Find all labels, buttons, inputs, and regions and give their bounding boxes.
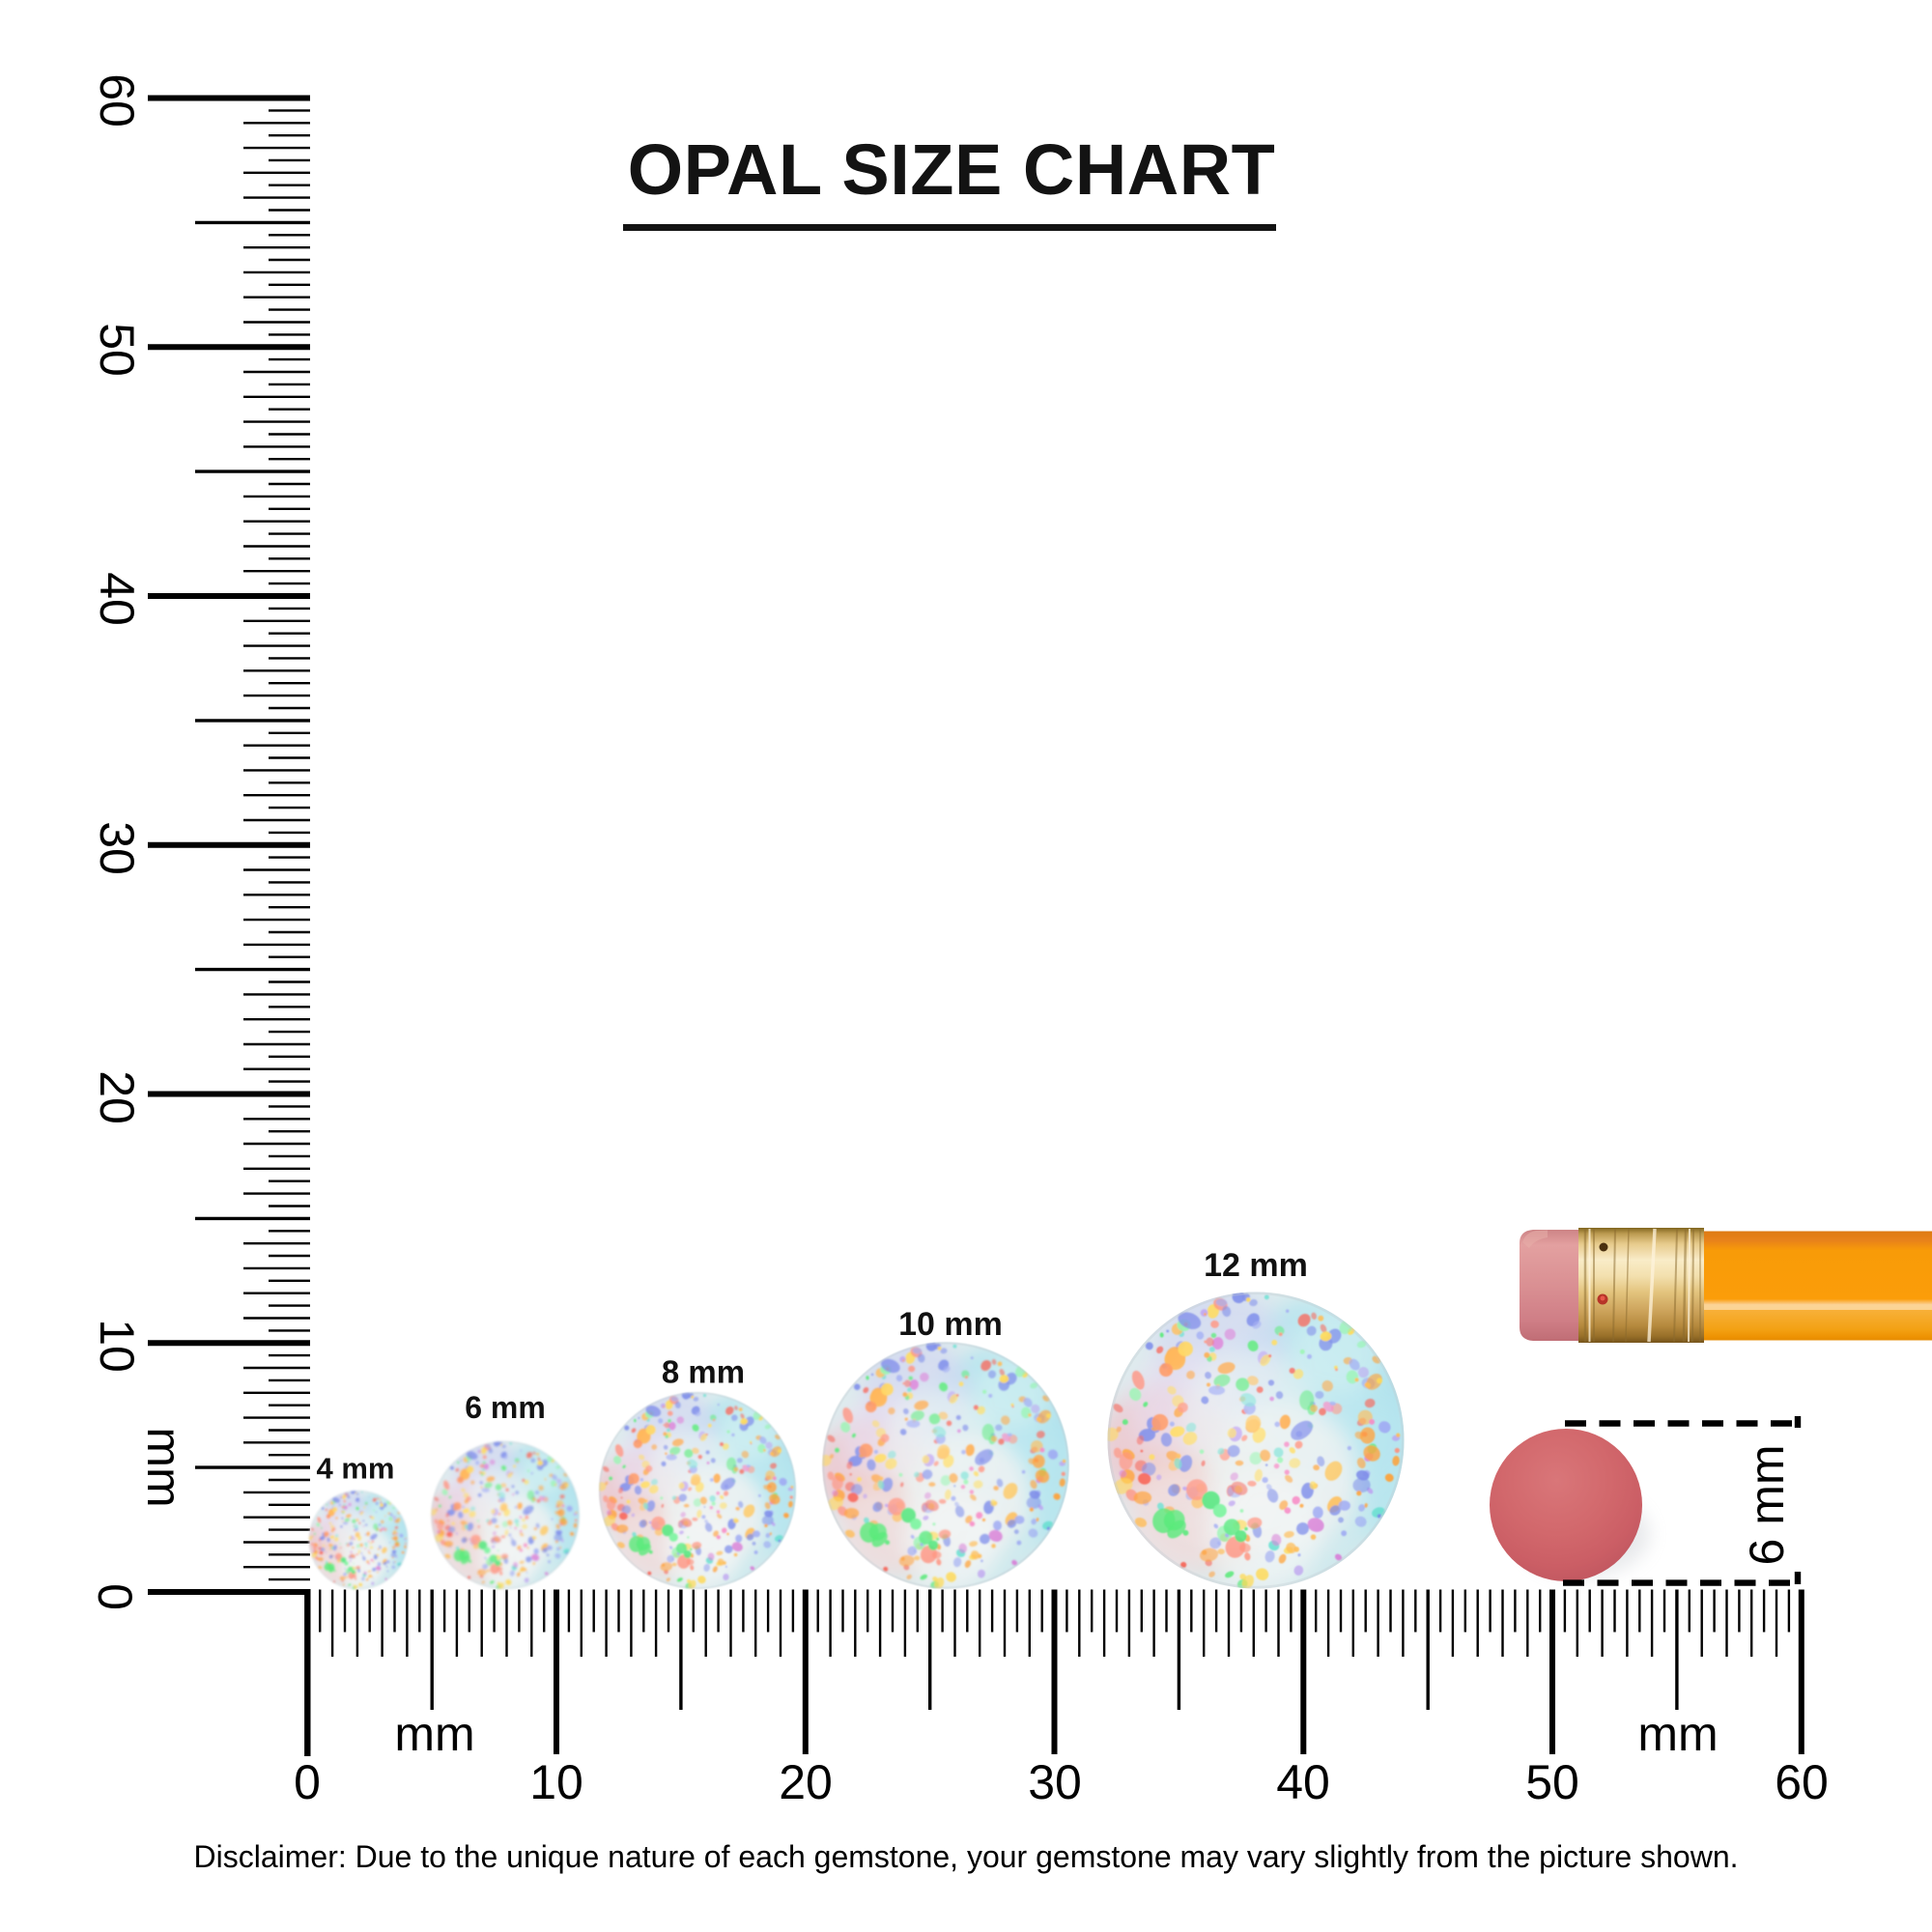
svg-text:mm: mm bbox=[394, 1707, 474, 1761]
svg-text:8 mm: 8 mm bbox=[662, 1354, 745, 1390]
svg-text:10 mm: 10 mm bbox=[898, 1306, 1003, 1343]
svg-text:20: 20 bbox=[779, 1755, 833, 1809]
svg-text:60: 60 bbox=[90, 73, 144, 128]
svg-text:6 mm: 6 mm bbox=[465, 1390, 546, 1425]
svg-text:0: 0 bbox=[88, 1583, 142, 1610]
svg-text:30: 30 bbox=[1028, 1755, 1082, 1809]
svg-text:30: 30 bbox=[90, 821, 144, 875]
svg-text:40: 40 bbox=[1276, 1755, 1330, 1809]
svg-text:12 mm: 12 mm bbox=[1204, 1247, 1308, 1284]
svg-text:6 mm: 6 mm bbox=[1740, 1445, 1794, 1566]
svg-text:20: 20 bbox=[90, 1070, 144, 1124]
svg-text:50: 50 bbox=[1525, 1755, 1579, 1809]
svg-text:mm: mm bbox=[1637, 1707, 1718, 1761]
svg-text:mm: mm bbox=[137, 1427, 191, 1507]
svg-text:60: 60 bbox=[1775, 1755, 1829, 1809]
svg-text:50: 50 bbox=[90, 323, 144, 377]
svg-text:4 mm: 4 mm bbox=[317, 1452, 395, 1486]
svg-text:10: 10 bbox=[529, 1755, 583, 1809]
svg-text:40: 40 bbox=[90, 572, 144, 626]
svg-text:0: 0 bbox=[294, 1755, 321, 1809]
svg-text:10: 10 bbox=[90, 1319, 144, 1373]
